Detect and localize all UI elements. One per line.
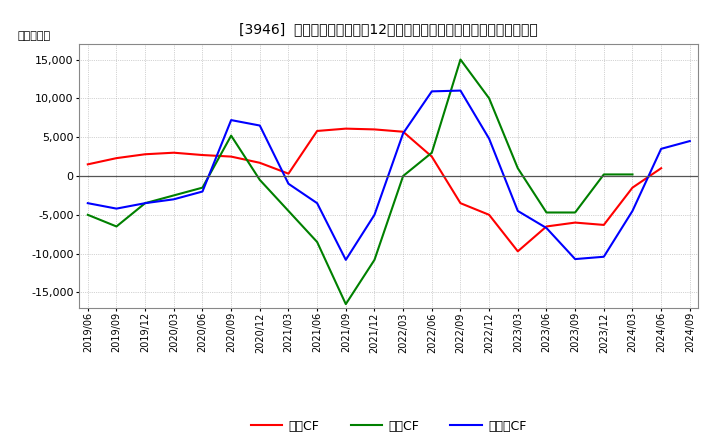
Line: 営業CF: 営業CF	[88, 128, 661, 251]
営業CF	[399, 129, 408, 134]
投資CF	[198, 185, 207, 190]
営業CF	[513, 249, 522, 254]
投資CF	[227, 133, 235, 138]
投資CF	[628, 172, 636, 177]
フリーCF	[600, 254, 608, 260]
営業CF	[198, 152, 207, 158]
投資CF	[456, 57, 465, 62]
投資CF	[112, 224, 121, 229]
投資CF	[84, 212, 92, 217]
投資CF	[542, 210, 551, 215]
投資CF	[399, 173, 408, 179]
営業CF	[542, 224, 551, 229]
営業CF	[169, 150, 178, 155]
フリーCF	[370, 212, 379, 217]
投資CF	[141, 201, 150, 206]
フリーCF	[456, 88, 465, 93]
営業CF	[600, 222, 608, 227]
フリーCF	[198, 189, 207, 194]
営業CF	[227, 154, 235, 159]
Title: [3946]  キャッシュフローの12か月移動合計の対前年同期増減額の推移: [3946] キャッシュフローの12か月移動合計の対前年同期増減額の推移	[240, 22, 538, 36]
投資CF	[284, 208, 293, 213]
営業CF	[341, 126, 350, 131]
Legend: 営業CF, 投資CF, フリーCF: 営業CF, 投資CF, フリーCF	[246, 414, 531, 437]
フリーCF	[485, 136, 493, 141]
投資CF	[256, 177, 264, 183]
営業CF	[456, 201, 465, 206]
フリーCF	[657, 146, 665, 151]
フリーCF	[312, 201, 321, 206]
フリーCF	[341, 257, 350, 263]
フリーCF	[227, 117, 235, 123]
フリーCF	[141, 201, 150, 206]
営業CF	[141, 152, 150, 157]
投資CF	[341, 301, 350, 307]
営業CF	[112, 155, 121, 161]
フリーCF	[571, 257, 580, 262]
フリーCF	[685, 139, 694, 144]
フリーCF	[542, 225, 551, 231]
営業CF	[284, 171, 293, 176]
営業CF	[370, 127, 379, 132]
Line: フリーCF: フリーCF	[88, 91, 690, 260]
営業CF	[428, 154, 436, 159]
営業CF	[485, 212, 493, 217]
フリーCF	[399, 131, 408, 136]
営業CF	[84, 162, 92, 167]
営業CF	[571, 220, 580, 225]
営業CF	[312, 128, 321, 134]
投資CF	[571, 210, 580, 215]
フリーCF	[256, 123, 264, 128]
フリーCF	[513, 208, 522, 213]
フリーCF	[284, 181, 293, 187]
営業CF	[657, 165, 665, 171]
フリーCF	[84, 201, 92, 206]
Line: 投資CF: 投資CF	[88, 59, 632, 304]
投資CF	[312, 239, 321, 245]
フリーCF	[169, 197, 178, 202]
フリーCF	[628, 208, 636, 213]
投資CF	[513, 165, 522, 171]
Y-axis label: （百万円）: （百万円）	[17, 31, 50, 41]
投資CF	[600, 172, 608, 177]
営業CF	[256, 160, 264, 165]
フリーCF	[112, 206, 121, 211]
営業CF	[628, 185, 636, 190]
投資CF	[169, 193, 178, 198]
フリーCF	[428, 89, 436, 94]
投資CF	[485, 96, 493, 101]
投資CF	[428, 150, 436, 155]
投資CF	[370, 257, 379, 263]
